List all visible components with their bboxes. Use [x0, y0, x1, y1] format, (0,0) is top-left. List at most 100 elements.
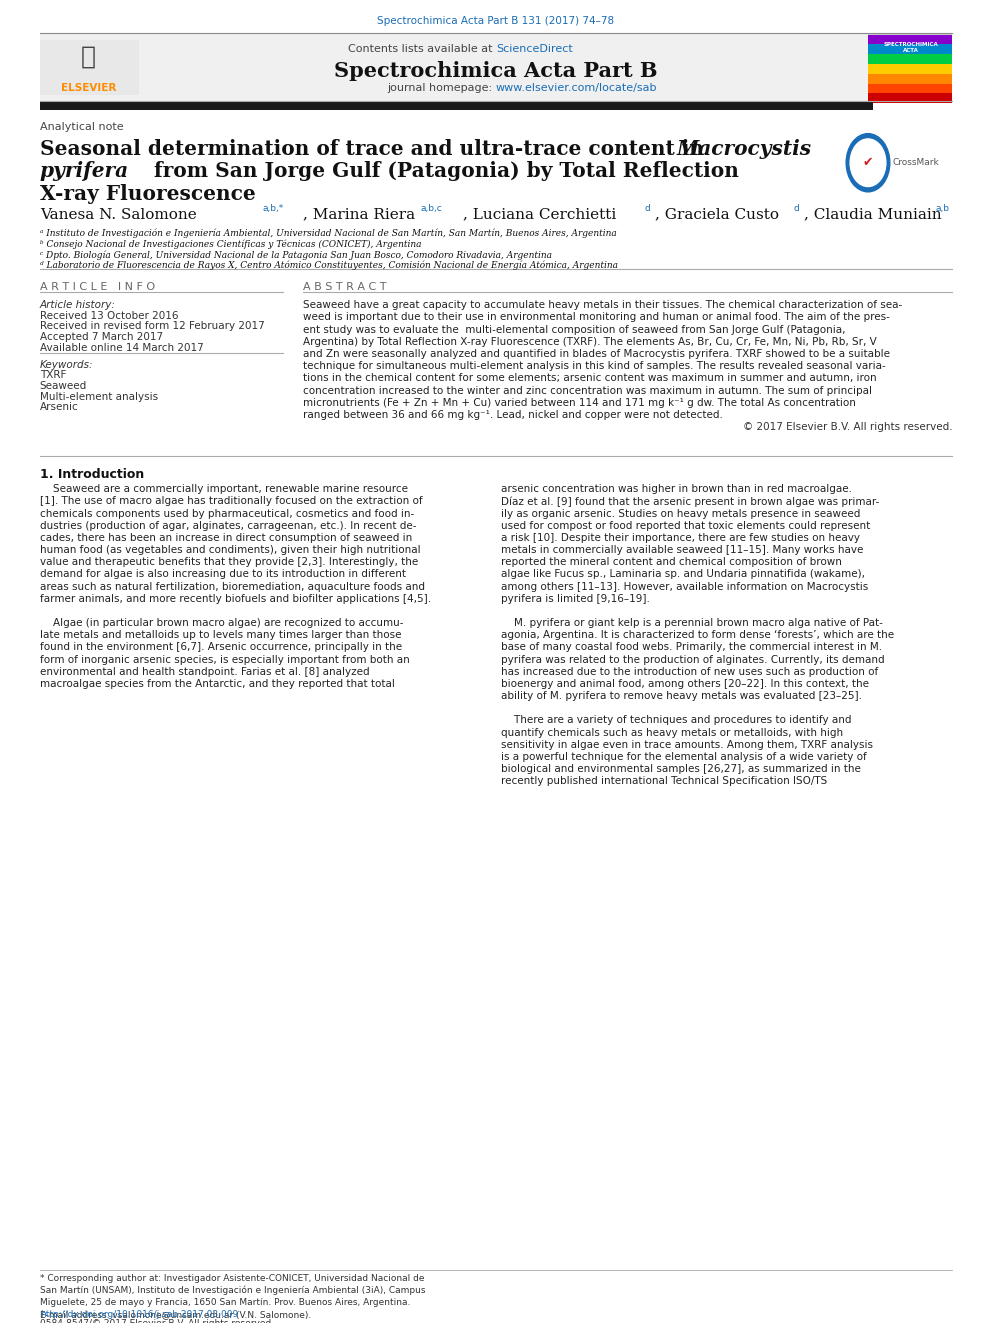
Text: Seaweed are a commercially important, renewable marine resource: Seaweed are a commercially important, re…	[40, 484, 408, 495]
Text: bioenergy and animal food, among others [20–22]. In this context, the: bioenergy and animal food, among others …	[501, 679, 869, 689]
Text: sensitivity in algae even in trace amounts. Among them, TXRF analysis: sensitivity in algae even in trace amoun…	[501, 740, 873, 750]
Text: Spectrochimica Acta Part B: Spectrochimica Acta Part B	[334, 61, 658, 81]
Text: Multi-element analysis: Multi-element analysis	[40, 392, 158, 402]
Text: and Zn were seasonally analyzed and quantified in blades of Macrocystis pyrifera: and Zn were seasonally analyzed and quan…	[303, 349, 890, 359]
Text: metals in commercially available seaweed [11–15]. Many works have: metals in commercially available seaweed…	[501, 545, 863, 556]
Text: A R T I C L E   I N F O: A R T I C L E I N F O	[40, 282, 155, 292]
Text: There are a variety of techniques and procedures to identify and: There are a variety of techniques and pr…	[501, 716, 851, 725]
Text: Contents lists available at: Contents lists available at	[348, 44, 496, 54]
Text: ScienceDirect: ScienceDirect	[496, 44, 572, 54]
Text: Vanesa N. Salomone: Vanesa N. Salomone	[40, 208, 201, 222]
FancyBboxPatch shape	[868, 34, 952, 45]
Text: Accepted 7 March 2017: Accepted 7 March 2017	[40, 332, 163, 343]
Text: pyrifera was related to the production of alginates. Currently, its demand: pyrifera was related to the production o…	[501, 655, 885, 664]
Text: http://dx.doi.org/10.1016/j.sab.2017.03.009: http://dx.doi.org/10.1016/j.sab.2017.03.…	[40, 1310, 238, 1319]
Text: areas such as natural fertilization, bioremediation, aquaculture foods and: areas such as natural fertilization, bio…	[40, 582, 425, 591]
Text: Analytical note: Analytical note	[40, 122, 123, 132]
Text: tions in the chemical content for some elements; arsenic content was maximum in : tions in the chemical content for some e…	[303, 373, 876, 384]
Text: Seaweed: Seaweed	[40, 381, 87, 392]
Text: 1. Introduction: 1. Introduction	[40, 468, 144, 482]
Text: ily as organic arsenic. Studies on heavy metals presence in seaweed: ily as organic arsenic. Studies on heavy…	[501, 508, 860, 519]
Text: from San Jorge Gulf (Patagonia) by Total Reflection: from San Jorge Gulf (Patagonia) by Total…	[147, 161, 739, 181]
Text: algae like Fucus sp., Laminaria sp. and Undaria pinnatifida (wakame),: algae like Fucus sp., Laminaria sp. and …	[501, 569, 865, 579]
Text: San Martín (UNSAM), Instituto de Investigación e Ingeniería Ambiental (3iA), Cam: San Martín (UNSAM), Instituto de Investi…	[40, 1286, 426, 1295]
Text: agonia, Argentina. It is characterized to form dense ‘forests’, which are the: agonia, Argentina. It is characterized t…	[501, 630, 894, 640]
Text: 0584-8547/© 2017 Elsevier B.V. All rights reserved.: 0584-8547/© 2017 Elsevier B.V. All right…	[40, 1319, 274, 1323]
Text: © 2017 Elsevier B.V. All rights reserved.: © 2017 Elsevier B.V. All rights reserved…	[743, 422, 952, 433]
Text: dustries (production of agar, alginates, carrageenan, etc.). In recent de-: dustries (production of agar, alginates,…	[40, 521, 417, 531]
Text: ✔: ✔	[863, 156, 873, 169]
Text: ᵇ Consejo Nacional de Investigaciones Científicas y Técnicas (CONICET), Argentin: ᵇ Consejo Nacional de Investigaciones Ci…	[40, 239, 422, 249]
Text: macroalgae species from the Antarctic, and they reported that total: macroalgae species from the Antarctic, a…	[40, 679, 395, 689]
Text: Macrocystis: Macrocystis	[677, 139, 811, 159]
Text: SPECTROCHIMICA
ACTA: SPECTROCHIMICA ACTA	[883, 42, 938, 53]
Text: value and therapeutic benefits that they provide [2,3]. Interestingly, the: value and therapeutic benefits that they…	[40, 557, 418, 568]
Text: Miguelete, 25 de mayo y Francia, 1650 San Martín. Prov. Buenos Aires, Argentina.: Miguelete, 25 de mayo y Francia, 1650 Sa…	[40, 1298, 410, 1307]
Text: has increased due to the introduction of new uses such as production of: has increased due to the introduction of…	[501, 667, 878, 677]
Text: , Claudia Muniain: , Claudia Muniain	[804, 208, 946, 222]
Text: www.elsevier.com/locate/sab: www.elsevier.com/locate/sab	[496, 83, 658, 94]
Text: used for compost or food reported that toxic elements could represent: used for compost or food reported that t…	[501, 521, 870, 531]
Text: chemicals components used by pharmaceutical, cosmetics and food in-: chemicals components used by pharmaceuti…	[40, 508, 414, 519]
Circle shape	[846, 134, 890, 192]
FancyBboxPatch shape	[868, 64, 952, 74]
Text: A B S T R A C T: A B S T R A C T	[303, 282, 386, 292]
Text: X-ray Fluorescence: X-ray Fluorescence	[40, 184, 255, 204]
Text: CrossMark: CrossMark	[893, 159, 939, 167]
Text: is a powerful technique for the elemental analysis of a wide variety of: is a powerful technique for the elementa…	[501, 751, 867, 762]
Text: form of inorganic arsenic species, is especially important from both an: form of inorganic arsenic species, is es…	[40, 655, 410, 664]
Text: farmer animals, and more recently biofuels and biofilter applications [4,5].: farmer animals, and more recently biofue…	[40, 594, 431, 603]
Text: ᵃ Instituto de Investigación e Ingeniería Ambiental, Universidad Nacional de San: ᵃ Instituto de Investigación e Ingenierí…	[40, 229, 616, 238]
Text: biological and environmental samples [26,27], as summarized in the: biological and environmental samples [26…	[501, 765, 861, 774]
Text: late metals and metalloids up to levels many times larger than those: late metals and metalloids up to levels …	[40, 630, 401, 640]
Text: human food (as vegetables and condiments), given their high nutritional: human food (as vegetables and condiments…	[40, 545, 421, 556]
Text: environmental and health standpoint. Farias et al. [8] analyzed: environmental and health standpoint. Far…	[40, 667, 369, 677]
Text: found in the environment [6,7]. Arsenic occurrence, principally in the: found in the environment [6,7]. Arsenic …	[40, 643, 402, 652]
Text: E-mail address: vsalomone@unsam.edu.ar (V.N. Salomone).: E-mail address: vsalomone@unsam.edu.ar (…	[40, 1310, 310, 1319]
Text: TXRF: TXRF	[40, 370, 66, 381]
Text: ᶜ Dpto. Biología General, Universidad Nacional de la Patagonia San Juan Bosco, C: ᶜ Dpto. Biología General, Universidad Na…	[40, 250, 552, 259]
Text: Algae (in particular brown macro algae) are recognized to accumu-: Algae (in particular brown macro algae) …	[40, 618, 403, 628]
Text: a risk [10]. Despite their importance, there are few studies on heavy: a risk [10]. Despite their importance, t…	[501, 533, 860, 542]
Text: ent study was to evaluate the  multi-elemental composition of seaweed from San J: ent study was to evaluate the multi-elem…	[303, 324, 845, 335]
Text: Seaweed have a great capacity to accumulate heavy metals in their tissues. The c: Seaweed have a great capacity to accumul…	[303, 300, 902, 311]
Text: a,b,*: a,b,*	[263, 204, 284, 213]
Text: d: d	[794, 204, 800, 213]
FancyBboxPatch shape	[868, 83, 952, 94]
Text: ELSEVIER: ELSEVIER	[61, 82, 116, 93]
Text: Spectrochimica Acta Part B 131 (2017) 74–78: Spectrochimica Acta Part B 131 (2017) 74…	[377, 16, 615, 26]
Text: a,b,c: a,b,c	[421, 204, 442, 213]
Circle shape	[850, 139, 886, 187]
Text: recently published international Technical Specification ISO/TS: recently published international Technic…	[501, 777, 827, 786]
FancyBboxPatch shape	[868, 74, 952, 83]
Text: d: d	[645, 204, 651, 213]
Text: Keywords:: Keywords:	[40, 360, 93, 370]
Text: ability of M. pyrifera to remove heavy metals was evaluated [23–25].: ability of M. pyrifera to remove heavy m…	[501, 691, 862, 701]
Text: concentration increased to the winter and zinc concentration was maximum in autu: concentration increased to the winter an…	[303, 385, 872, 396]
Text: Seasonal determination of trace and ultra-trace content in: Seasonal determination of trace and ultr…	[40, 139, 710, 159]
FancyBboxPatch shape	[868, 54, 952, 64]
FancyBboxPatch shape	[868, 94, 952, 103]
Text: micronutrients (Fe + Zn + Mn + Cu) varied between 114 and 171 mg k⁻¹ g dw. The t: micronutrients (Fe + Zn + Mn + Cu) varie…	[303, 398, 855, 407]
Text: reported the mineral content and chemical composition of brown: reported the mineral content and chemica…	[501, 557, 842, 568]
Text: quantify chemicals such as heavy metals or metalloids, with high: quantify chemicals such as heavy metals …	[501, 728, 843, 738]
Text: ᵈ Laboratorio de Fluorescencia de Rayos X, Centro Atómico Constituyentes, Comisi: ᵈ Laboratorio de Fluorescencia de Rayos …	[40, 261, 618, 270]
Text: pyrifera: pyrifera	[40, 161, 129, 181]
Text: pyrifera is limited [9,16–19].: pyrifera is limited [9,16–19].	[501, 594, 650, 603]
Text: [1]. The use of macro algae has traditionally focused on the extraction of: [1]. The use of macro algae has traditio…	[40, 496, 423, 507]
Text: journal homepage:: journal homepage:	[387, 83, 496, 94]
Text: base of many coastal food webs. Primarily, the commercial interest in M.: base of many coastal food webs. Primaril…	[501, 643, 882, 652]
FancyBboxPatch shape	[40, 34, 873, 101]
Text: among others [11–13]. However, available information on Macrocystis: among others [11–13]. However, available…	[501, 582, 868, 591]
FancyBboxPatch shape	[40, 40, 139, 95]
Text: , Marina Riera: , Marina Riera	[303, 208, 420, 222]
Text: Díaz et al. [9] found that the arsenic present in brown algae was primar-: Díaz et al. [9] found that the arsenic p…	[501, 496, 879, 507]
FancyBboxPatch shape	[868, 45, 952, 54]
Text: Received 13 October 2016: Received 13 October 2016	[40, 311, 179, 321]
Text: * Corresponding author at: Investigador Asistente-CONICET, Universidad Nacional : * Corresponding author at: Investigador …	[40, 1274, 425, 1283]
Text: weed is important due to their use in environmental monitoring and human or anim: weed is important due to their use in en…	[303, 312, 890, 323]
Text: , Graciela Custo: , Graciela Custo	[655, 208, 784, 222]
Text: cades, there has been an increase in direct consumption of seaweed in: cades, there has been an increase in dir…	[40, 533, 412, 542]
Text: Arsenic: Arsenic	[40, 402, 78, 413]
Text: technique for simultaneous multi-element analysis in this kind of samples. The r: technique for simultaneous multi-element…	[303, 361, 885, 372]
